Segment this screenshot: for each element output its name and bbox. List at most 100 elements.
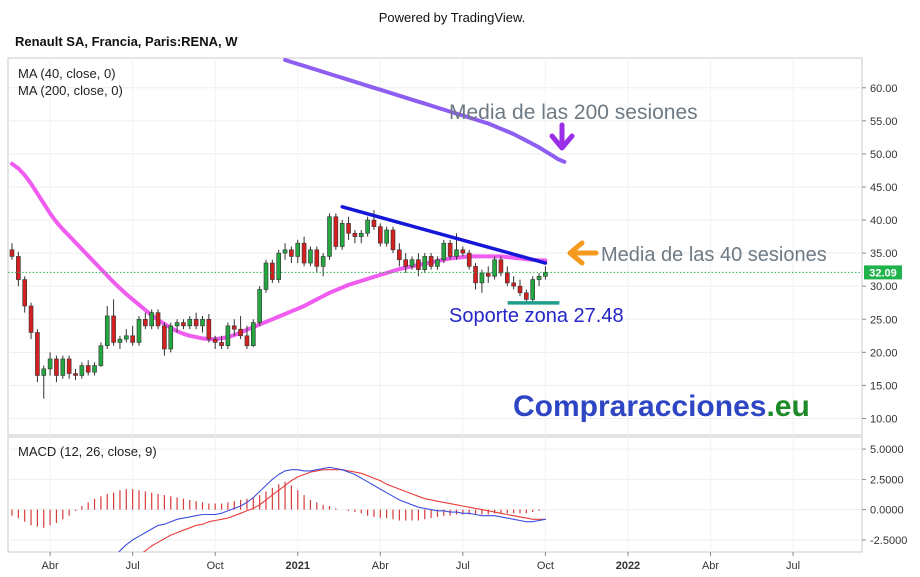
candle-body-up: [225, 325, 231, 347]
candle: [155, 309, 161, 330]
candle-body-down: [314, 249, 320, 267]
annotation-ma200: Media de las 200 sesiones: [449, 101, 698, 124]
candle: [174, 319, 180, 333]
time-tick-label: Abr: [42, 560, 59, 572]
signal-line: [142, 469, 546, 552]
candle-body-down: [498, 259, 504, 274]
candle-body-down: [238, 328, 243, 337]
candle-body-up: [117, 338, 123, 343]
candle-body-down: [352, 232, 358, 237]
candle-body-down: [517, 285, 523, 294]
candle-body-down: [289, 249, 294, 257]
candle: [346, 216, 351, 240]
candle-body-up: [41, 368, 47, 376]
candle-body-up: [320, 256, 326, 267]
candle: [301, 236, 307, 267]
powered-by-label: Powered by TradingView.: [379, 10, 525, 25]
price-tick-label: 40.00: [870, 215, 898, 227]
price-tick-label: 55.00: [870, 116, 898, 128]
time-tick-label: Jul: [786, 560, 800, 572]
candle-body-up: [149, 312, 154, 327]
price-tick-label: 30.00: [870, 281, 898, 293]
candle: [136, 315, 142, 346]
candle-body-down: [28, 305, 34, 333]
candle-body-down: [155, 312, 161, 327]
price-tick-label: 10.00: [870, 413, 898, 425]
candle-body-up: [200, 318, 205, 327]
candle-body-down: [206, 318, 212, 340]
candle-body-down: [66, 358, 72, 374]
candle: [270, 259, 275, 283]
price-tick-label: 15.00: [870, 380, 898, 392]
candle: [441, 239, 447, 264]
candle: [41, 365, 47, 399]
candle: [16, 251, 21, 287]
macd-tick-label: -2.5000: [870, 535, 907, 547]
macd-histogram: [11, 481, 540, 528]
candle-body-down: [447, 242, 453, 257]
candle: [530, 276, 536, 303]
candle-body-down: [162, 325, 167, 350]
candle: [66, 355, 72, 379]
candle: [276, 249, 282, 283]
price-tick-label: 25.00: [870, 314, 898, 326]
candle-body-up: [104, 315, 110, 347]
candle: [181, 319, 186, 330]
candle-body-up: [98, 345, 104, 366]
candle-body-down: [219, 342, 224, 347]
brand-logo-main: Compraracciones: [513, 390, 766, 423]
macd-tick-label: 2.5000: [870, 474, 904, 486]
price-tick-label: 45.00: [870, 182, 898, 194]
resistance-trendline: [340, 205, 548, 265]
candle: [54, 355, 59, 383]
candle-body-up: [435, 259, 440, 267]
candle-body-up: [327, 216, 332, 257]
macd-y-axis: 5.0000 2.5000 0.0000 -2.5000: [862, 444, 907, 547]
candle: [327, 213, 332, 260]
candle-body-up: [409, 259, 415, 267]
candle: [168, 322, 174, 353]
candle-body-up: [295, 242, 301, 257]
macd-pane-frame: [7, 436, 863, 553]
last-price-value: 32.09: [869, 267, 897, 279]
candle-body-up: [174, 322, 180, 327]
annotation-support: Soporte zona 27.48: [449, 305, 624, 327]
candle-body-up: [492, 259, 497, 277]
time-tick-label: Abr: [702, 560, 719, 572]
candle-body-up: [454, 249, 459, 257]
candle: [187, 315, 193, 330]
price-tick-label: 35.00: [870, 248, 898, 260]
candle-body-down: [212, 338, 218, 343]
candle-body-up: [308, 249, 313, 264]
trendline-stroke: [340, 205, 548, 265]
candle: [143, 312, 148, 330]
candle: [98, 342, 104, 367]
candle: [225, 322, 231, 350]
ma200-series: [283, 58, 567, 164]
brand-logo-tld: .eu: [766, 390, 809, 423]
candle: [314, 246, 320, 273]
macd-lines: [118, 466, 546, 552]
price-tick-label: 60.00: [870, 83, 898, 95]
annotation-ma40: Media de las 40 sesiones: [601, 244, 827, 266]
candle-body-down: [22, 279, 28, 307]
candle-body-down: [485, 272, 491, 277]
candle: [289, 246, 294, 264]
candle: [28, 302, 34, 340]
candle-body-down: [73, 373, 78, 376]
candle-body-up: [365, 219, 370, 234]
time-tick-label: Jul: [126, 560, 140, 572]
candle: [365, 216, 370, 237]
time-x-axis: Abr Jul Oct 2021 Abr Jul Oct 2022 Abr Jul: [42, 552, 800, 572]
candle: [466, 249, 472, 270]
candle: [124, 329, 129, 343]
candlestick-series: [9, 210, 548, 399]
candle-body-up: [479, 272, 485, 284]
candle-body-down: [270, 262, 275, 280]
brand-logo: Compraracciones.eu: [513, 390, 810, 423]
candle: [409, 256, 415, 270]
candle: [85, 360, 91, 376]
candle-body-down: [460, 249, 466, 254]
candle: [73, 368, 78, 381]
time-tick-label: Oct: [537, 560, 554, 572]
